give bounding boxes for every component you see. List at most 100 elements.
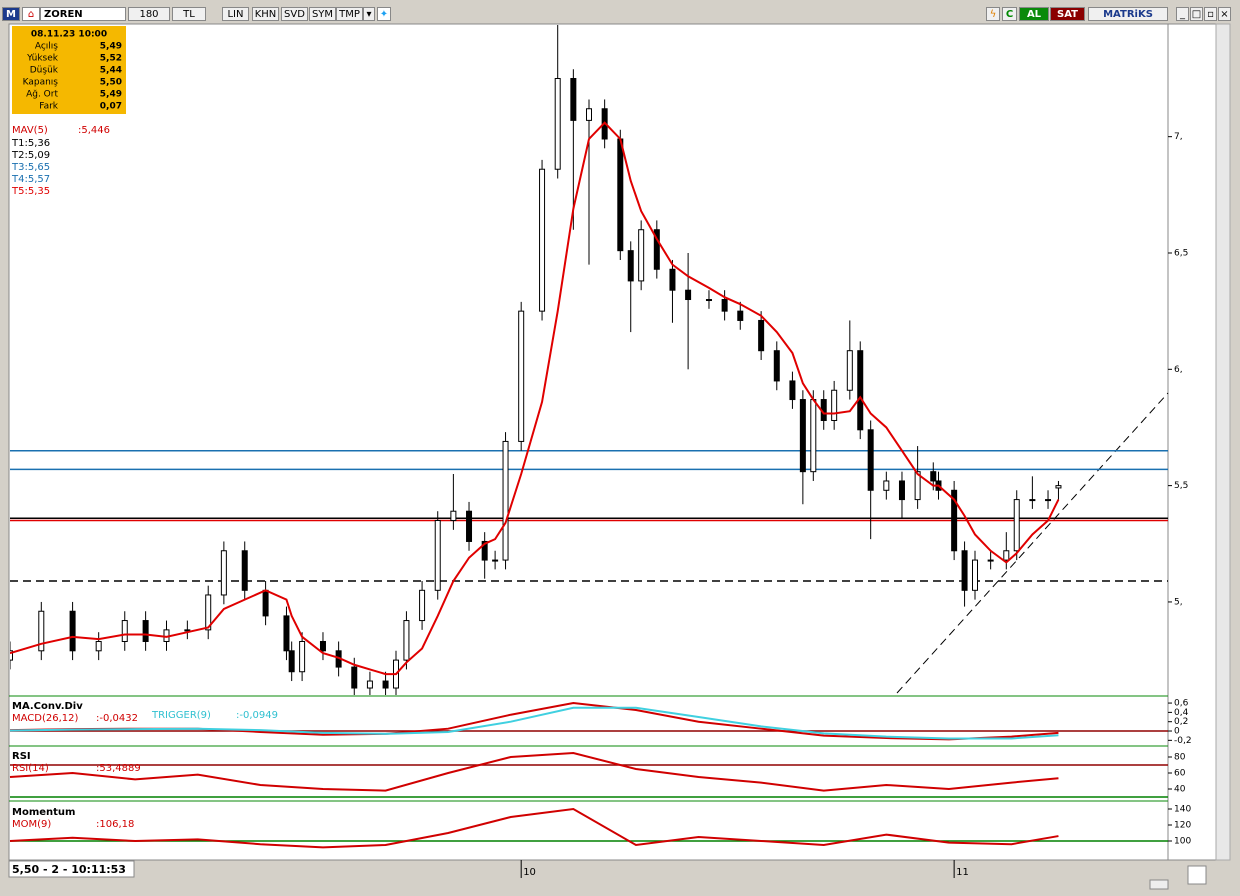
series-line [10,121,1060,676]
series-line [9,702,1059,741]
info-label: Kapanış [23,78,59,88]
candle-body [1003,550,1010,561]
info-date: 08.11.23 10:00 [31,30,107,40]
period[interactable]: 180 [128,7,170,21]
info-box [12,26,126,114]
candle-body [914,471,921,501]
candle-body [789,380,796,401]
candle-body [831,389,838,421]
candle-body [299,640,306,673]
plot-area [8,23,1169,861]
y-tick-label: 7, [1174,132,1183,142]
info-value: 5,52 [100,54,122,64]
y-tick-label: 5, [1174,597,1183,607]
y-tick-label: 0 [1174,727,1180,737]
app-icon[interactable]: M [2,7,20,21]
candle-body [799,399,806,473]
candle-body [951,489,958,552]
candle-body [95,640,102,652]
x-tick-label: 11 [956,867,969,878]
y-tick-label: 40 [1174,785,1186,795]
restore[interactable]: ▫ [1204,7,1217,21]
currency[interactable]: TL [172,7,206,21]
buy-button[interactable]: AL [1019,7,1049,21]
candle-body [351,666,358,689]
y-tick-label: 6, [1174,365,1183,375]
candle-body [930,471,937,482]
candle-body [820,399,827,421]
candle-body [810,399,817,473]
minimize[interactable]: _ [1176,7,1189,21]
candle-body [586,108,592,121]
info-label: Fark [39,102,59,112]
twitter[interactable]: ✦ [377,7,391,21]
y-tick-label: 5,5 [1174,481,1188,491]
candle-body [935,480,942,491]
series-last-value: :-0,0949 [236,710,278,721]
toolbar-button[interactable]: KHN [252,7,279,21]
candle-body [987,559,994,562]
dropdown[interactable]: ▾ [363,7,375,21]
candle-body [518,310,525,442]
candle-body [570,78,577,121]
toolbar-button[interactable]: SVD [281,7,308,21]
candle-body [419,589,426,622]
series-name: MAV(5) [12,125,48,136]
series-line [9,706,1059,740]
series-last-value: :106,18 [96,819,134,830]
candle-body [163,629,170,642]
candle-body [721,299,728,312]
candle-body [669,268,676,291]
flash[interactable]: ϟ [986,7,1000,21]
level-label: T5:5,35 [11,186,50,197]
maximize[interactable]: □ [1190,7,1203,21]
info-value: 5,49 [100,90,122,100]
y-tick-label: 100 [1174,837,1191,847]
candle-body [38,610,45,652]
info-label: Düşük [30,66,59,76]
candle-body [1013,499,1020,552]
candle-body [1045,499,1052,502]
series-name: MACD(26,12) [12,713,79,724]
candle-body [142,620,149,642]
candle-body [393,659,399,689]
sync-icon [1187,865,1207,885]
y-tick-label: 6,5 [1174,248,1188,258]
toolbar-button[interactable]: SYM [309,7,336,21]
candle-body [601,108,608,140]
toolbar-button[interactable]: TMP [336,7,363,21]
candle-body [434,520,441,591]
series-last-value: :-0,0432 [96,713,138,724]
candle-body [653,229,660,270]
status-box [8,860,135,878]
candle-body [121,620,128,642]
symbol-field[interactable]: ZOREN [40,7,126,21]
candle-body [205,594,212,631]
series-line [9,807,1059,849]
y-tick-label: 140 [1174,805,1191,815]
close[interactable]: × [1218,7,1231,21]
y-tick-label: 80 [1174,753,1186,763]
brand: MATRiKS [1088,7,1168,21]
y-tick-label: 0,6 [1174,699,1189,709]
sell-button[interactable]: SAT [1050,7,1085,21]
y-tick-label: 120 [1174,821,1191,831]
candle-body [539,168,546,312]
candle-body [184,629,191,632]
candle-body [867,429,874,491]
candle-body [627,250,634,282]
toolbar-button[interactable]: LIN [222,7,249,21]
candle-body [1029,499,1036,502]
candle-body [69,610,76,652]
info-label: Yüksek [26,54,59,64]
level-label: T3:5,65 [11,162,50,173]
level-label: T4:5,57 [11,174,50,185]
candle-body [857,350,864,431]
candle-body [450,510,457,522]
candle-body [403,620,410,661]
candle-body [758,319,765,352]
candle-body [241,550,248,591]
panel-title: Momentum [12,807,75,818]
refresh[interactable]: C [1002,7,1017,21]
